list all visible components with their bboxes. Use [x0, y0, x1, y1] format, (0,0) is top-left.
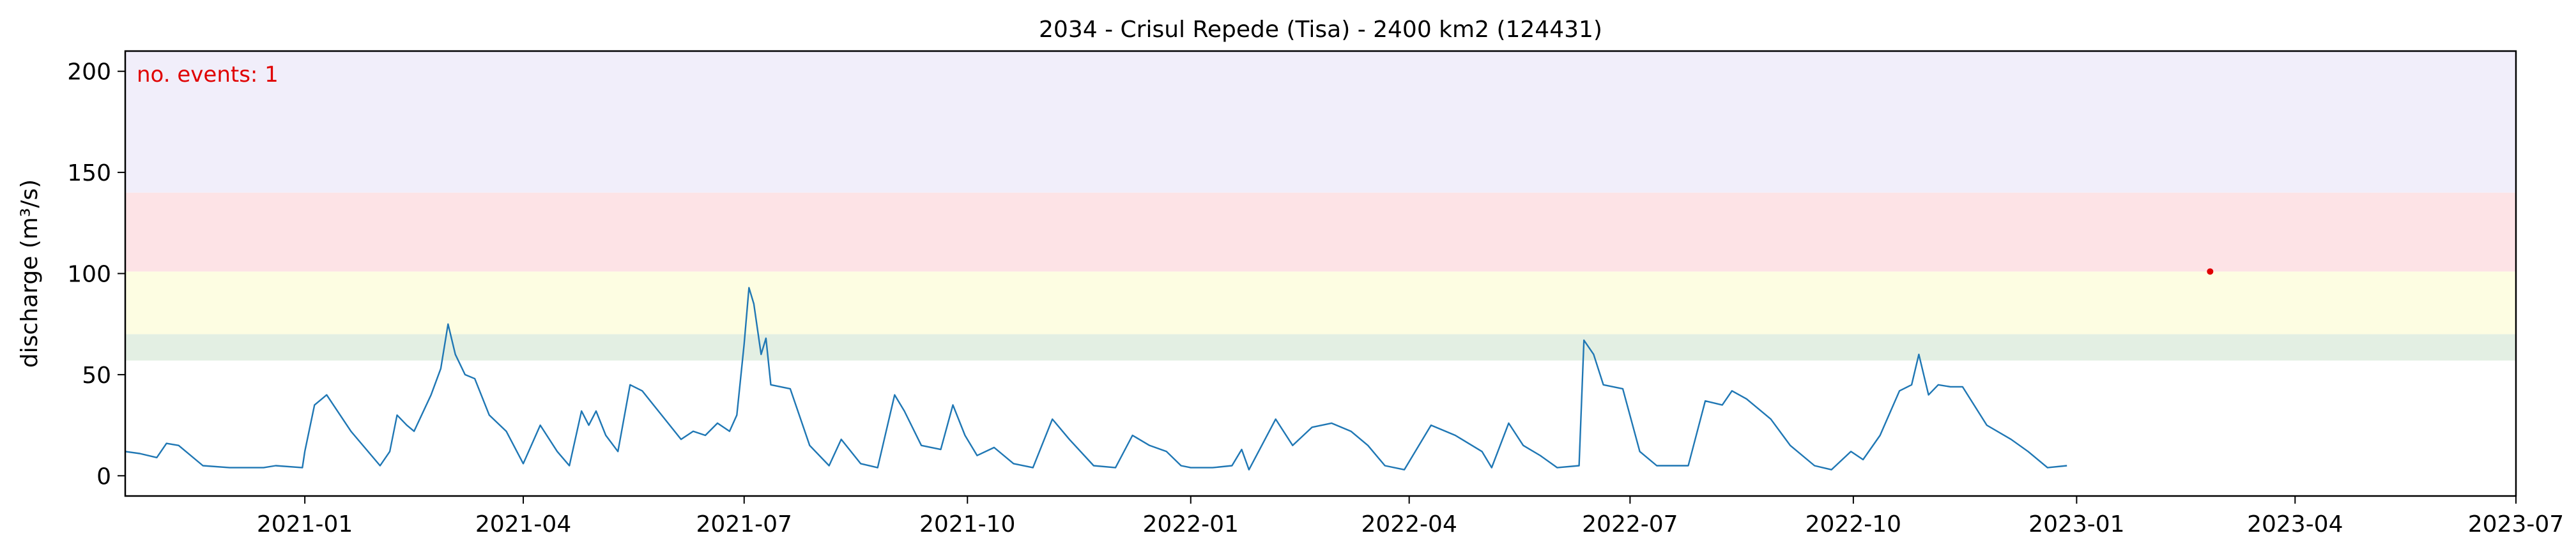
x-tick-label: 2022-07	[1582, 511, 1678, 537]
chart-title: 2034 - Crisul Repede (Tisa) - 2400 km2 (…	[1039, 17, 1602, 43]
event-marker	[2207, 268, 2214, 275]
x-tick-label: 2022-04	[1361, 511, 1457, 537]
y-axis-ticks: 0 50 100 150 200	[67, 59, 125, 490]
y-tick-label: 50	[82, 363, 111, 389]
event-count-annotation: no. events: 1	[137, 62, 279, 87]
series-layer	[125, 287, 2067, 470]
x-tick-label: 2023-07	[2468, 511, 2564, 537]
threshold-band-0	[125, 334, 2516, 361]
threshold-bands	[125, 51, 2516, 361]
y-tick-label: 100	[67, 262, 111, 288]
x-tick-label: 2021-04	[475, 511, 571, 537]
y-axis-label: discharge (m³/s)	[17, 179, 43, 368]
x-tick-label: 2023-04	[2247, 511, 2343, 537]
threshold-band-2	[125, 192, 2516, 272]
y-tick-label: 200	[67, 59, 111, 86]
discharge-series-line	[125, 287, 2067, 470]
x-tick-label: 2022-01	[1143, 511, 1239, 537]
threshold-band-3	[125, 51, 2516, 193]
y-tick-label: 0	[96, 463, 111, 490]
x-tick-label: 2023-01	[2028, 511, 2124, 537]
threshold-band-1	[125, 271, 2516, 334]
x-tick-label: 2022-10	[1805, 511, 1901, 537]
y-tick-label: 150	[67, 160, 111, 186]
event-markers	[2207, 268, 2214, 275]
x-axis-ticks: 2021-01 2021-04 2021-07 2021-10 2022-01 2022-…	[257, 496, 2564, 537]
x-tick-label: 2021-07	[696, 511, 792, 537]
x-tick-label: 2021-10	[919, 511, 1015, 537]
x-tick-label: 2021-01	[257, 511, 353, 537]
